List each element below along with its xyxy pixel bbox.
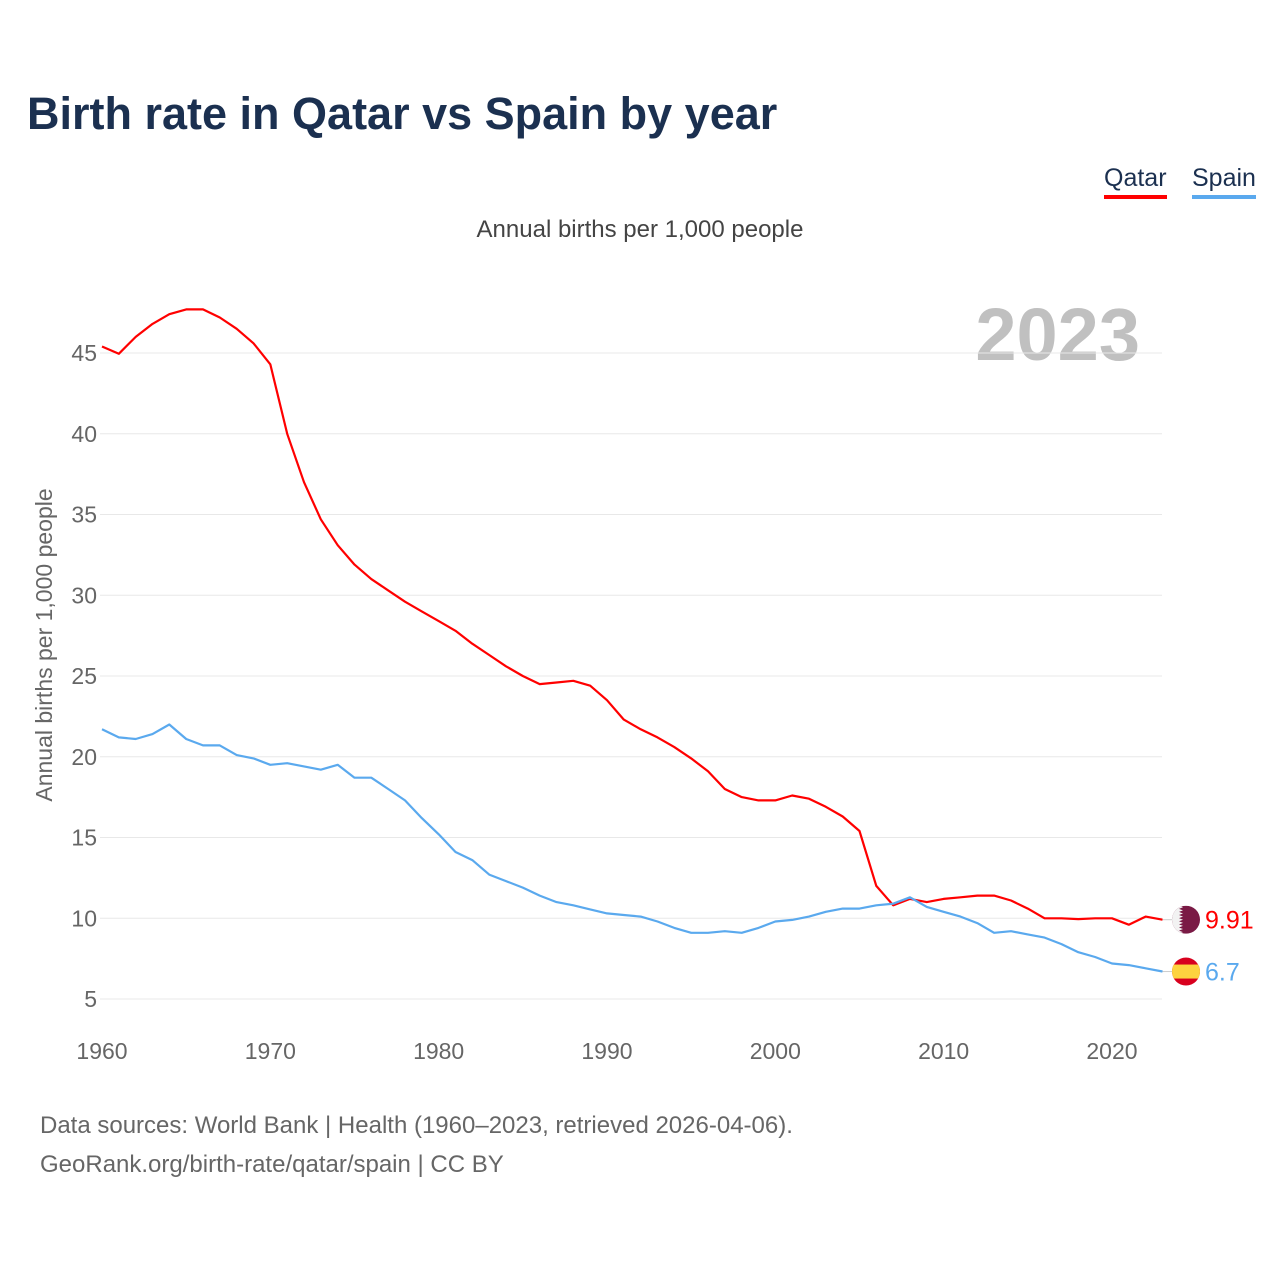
y-tick-label: 35 — [71, 502, 97, 528]
series-line-spain[interactable] — [101, 723, 1163, 973]
y-axis-label: Annual births per 1,000 people — [31, 488, 57, 801]
y-tick-label: 45 — [71, 340, 97, 366]
series-line-qatar[interactable] — [101, 308, 1163, 926]
x-tick-label: 2020 — [1086, 1038, 1137, 1064]
footer-link[interactable]: GeoRank.org/birth-rate/qatar/spain | CC … — [40, 1151, 504, 1178]
y-tick-label: 25 — [71, 663, 97, 689]
x-tick-label: 2000 — [750, 1038, 801, 1064]
y-tick-label: 10 — [71, 905, 97, 931]
end-value-label: 6.7 — [1205, 959, 1240, 987]
x-tick-label: 1980 — [413, 1038, 464, 1064]
y-tick-label: 40 — [71, 421, 97, 447]
y-tick-label: 30 — [71, 582, 97, 608]
y-tick-label: 15 — [71, 825, 97, 851]
x-tick-label: 1990 — [581, 1038, 632, 1064]
x-tick-label: 2010 — [918, 1038, 969, 1064]
x-tick-label: 1960 — [76, 1038, 127, 1064]
y-tick-label: 20 — [71, 744, 97, 770]
y-tick-label: 5 — [84, 986, 97, 1012]
footer: Data sources: World Bank | Health (1960–… — [40, 1106, 793, 1184]
qatar-flag-icon — [1172, 905, 1200, 934]
legend-spain[interactable]: Spain — [1192, 164, 1256, 199]
end-value-label: 9.91 — [1205, 907, 1254, 935]
legend-qatar[interactable]: Qatar — [1104, 164, 1167, 199]
x-tick-label: 1970 — [245, 1038, 296, 1064]
chart-subtitle: Annual births per 1,000 people — [476, 216, 804, 243]
footer-sources: Data sources: World Bank | Health (1960–… — [40, 1112, 793, 1139]
year-watermark: 2023 — [975, 293, 1140, 376]
chart-title: Birth rate in Qatar vs Spain by year — [27, 88, 778, 139]
spain-flag-icon — [1172, 957, 1200, 986]
